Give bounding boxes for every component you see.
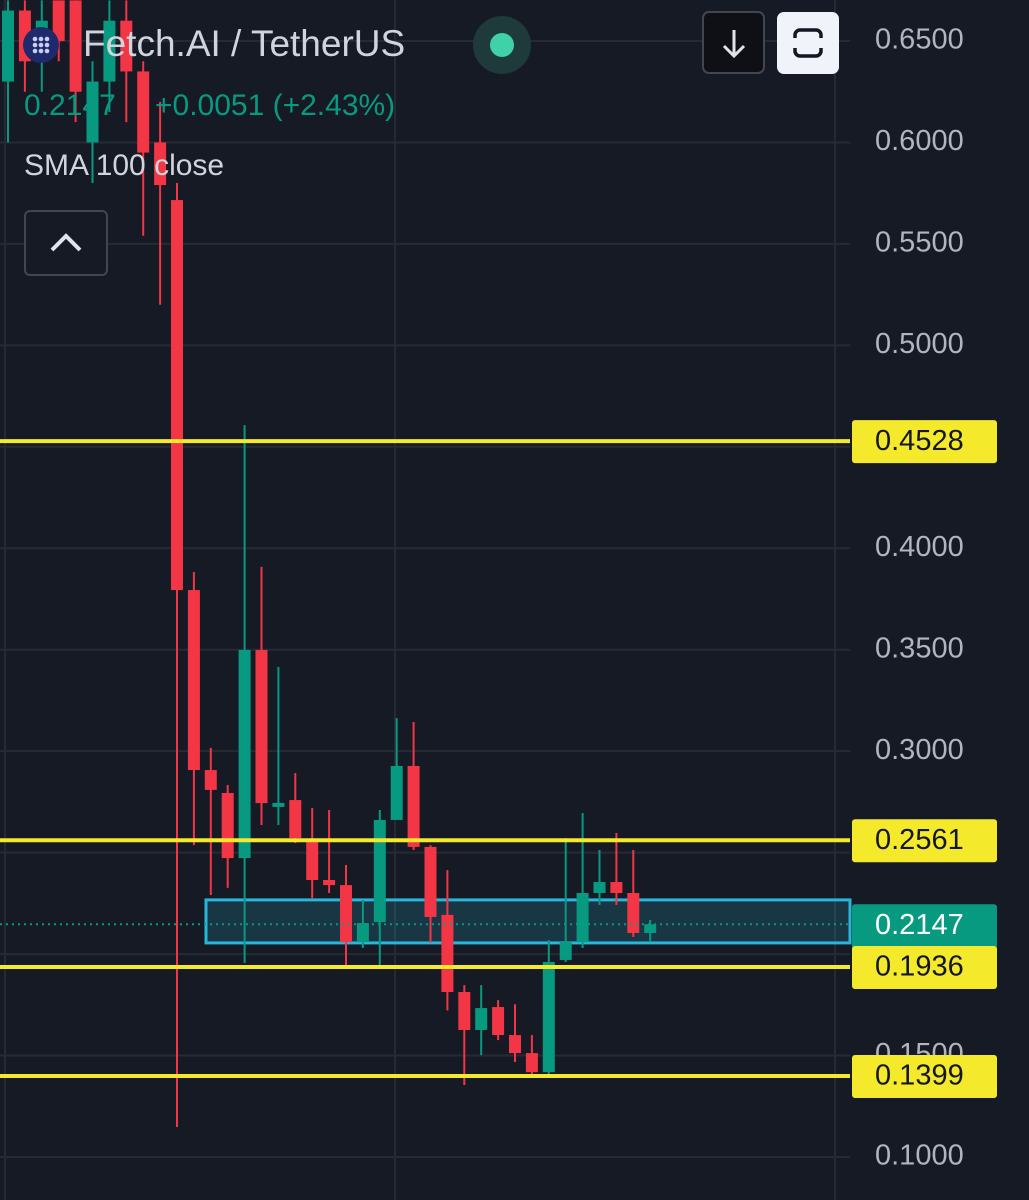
last-price-label: 0.2147 — [875, 909, 964, 941]
candle-body — [272, 802, 285, 807]
download-button[interactable] — [702, 11, 765, 74]
candle-body — [120, 20, 133, 72]
y-tick-label: 0.1000 — [875, 1140, 964, 1172]
candle-body — [475, 1008, 488, 1030]
candle-body — [2, 10, 14, 82]
candle-body — [492, 1007, 505, 1036]
candle-body — [255, 649, 268, 804]
pair-title: Fetch.AI / TetherUS — [83, 23, 405, 64]
fullscreen-icon-gap — [790, 38, 826, 48]
y-tick-label: 0.4000 — [875, 531, 964, 563]
level-tag — [852, 819, 997, 863]
candle-body — [593, 882, 606, 893]
candle-body — [373, 819, 386, 923]
collapse-icon — [50, 233, 82, 252]
candle-body — [458, 992, 471, 1030]
y-tick-label: 0.6000 — [875, 125, 964, 157]
y-tick-label: 0.3000 — [875, 734, 964, 766]
candle-body — [340, 885, 352, 943]
candle-body — [559, 942, 572, 960]
candle-body — [627, 892, 640, 933]
candle-body — [238, 649, 251, 859]
candle-body — [610, 882, 623, 893]
level-tag — [852, 420, 997, 464]
candle-body — [441, 914, 454, 993]
candle-body — [509, 1035, 521, 1054]
candle-body — [103, 20, 116, 82]
candle-body — [137, 71, 150, 153]
candle-body — [424, 846, 437, 917]
y-tick-label: 0.5500 — [875, 227, 964, 259]
candle-body — [525, 1053, 538, 1073]
candle-body — [289, 800, 302, 839]
status-dot — [490, 33, 514, 57]
fullscreen-button[interactable] — [777, 12, 839, 74]
candle-body — [390, 765, 403, 820]
level-label: 0.2561 — [875, 824, 964, 856]
y-tick-label: 0.3500 — [875, 632, 964, 664]
candle-body — [356, 923, 369, 943]
y-tick-label: 0.6500 — [875, 24, 964, 56]
level-tag — [852, 946, 997, 990]
zone — [204, 898, 852, 945]
grid — [0, 0, 850, 1200]
coin-icon-dots — [32, 36, 50, 54]
price-change: +0.0051 (+2.43%) — [155, 89, 395, 122]
candle-body — [542, 961, 555, 1073]
y-tick-label: 0.5000 — [875, 328, 964, 360]
price: 0.2147 — [24, 89, 116, 122]
candle-body — [204, 770, 217, 790]
level-label: 0.1399 — [875, 1060, 964, 1092]
collapse-button-box[interactable] — [24, 210, 108, 276]
candle-body — [52, 0, 65, 41]
indicator-label: SMA 100 close — [24, 149, 224, 182]
collapse-button[interactable] — [24, 210, 108, 276]
candle-body — [86, 81, 99, 143]
candle-body — [171, 200, 183, 591]
plot — [0, 0, 852, 1127]
level-label: 0.4528 — [875, 425, 964, 457]
candle-body — [69, 0, 82, 92]
candle-body — [644, 924, 657, 933]
candle-body — [154, 142, 167, 186]
candle-body — [306, 840, 319, 881]
candle-body — [407, 765, 420, 847]
candle-body — [323, 880, 336, 886]
level-tag — [852, 1055, 997, 1099]
level-label: 0.1936 — [875, 951, 964, 983]
download-icon — [722, 30, 746, 59]
candle-body — [221, 792, 234, 859]
candle-body — [187, 590, 200, 771]
header: Fetch.AI / TetherUS 0.2147 +0.0051 (+2.4… — [23, 11, 839, 276]
candle-body — [576, 892, 589, 943]
